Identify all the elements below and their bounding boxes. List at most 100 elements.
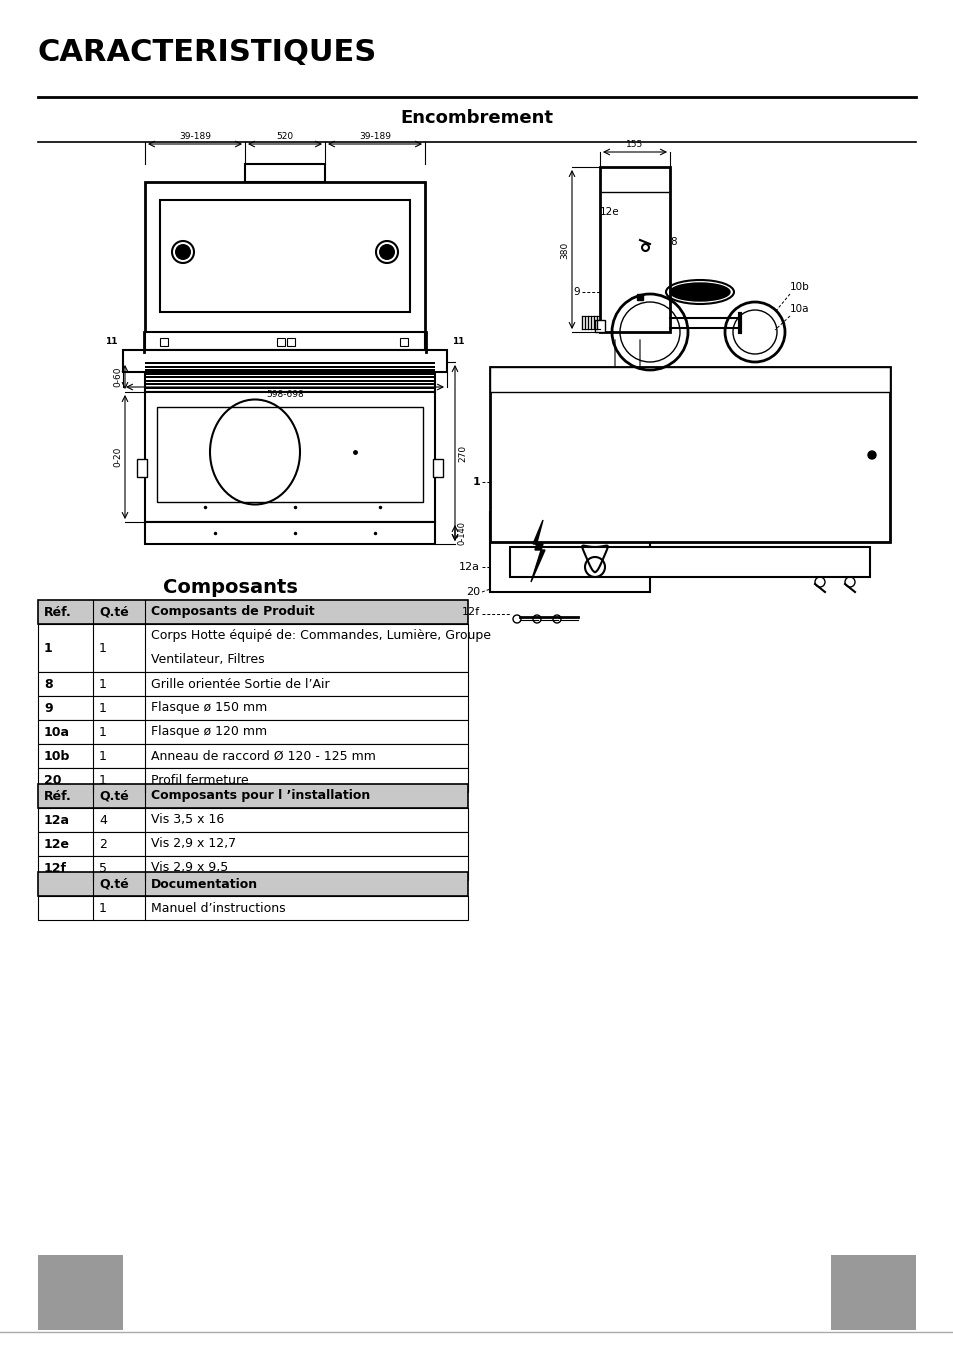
- Text: 1: 1: [99, 902, 107, 914]
- Text: 39-189: 39-189: [179, 132, 211, 141]
- Text: 8: 8: [669, 237, 676, 247]
- Text: Corps Hotte équipé de: Commandes, Lumière, Groupe: Corps Hotte équipé de: Commandes, Lumièr…: [151, 630, 491, 642]
- Text: Profil fermeture: Profil fermeture: [151, 773, 249, 787]
- Text: 12f: 12f: [44, 861, 67, 875]
- Circle shape: [867, 452, 875, 458]
- Bar: [245, 164, 325, 183]
- Bar: [145, 369, 435, 370]
- Bar: [160, 200, 410, 312]
- Bar: [38, 831, 468, 856]
- Text: 9: 9: [44, 702, 52, 714]
- Bar: [38, 696, 468, 721]
- Bar: [276, 338, 285, 346]
- Circle shape: [378, 243, 395, 260]
- Text: 10a: 10a: [44, 726, 70, 738]
- Text: Vis 2,9 x 12,7: Vis 2,9 x 12,7: [151, 837, 236, 850]
- Text: Encombrement: Encombrement: [400, 110, 553, 127]
- Bar: [490, 366, 889, 392]
- Bar: [123, 350, 447, 372]
- Text: 12f: 12f: [461, 607, 479, 617]
- Bar: [157, 407, 422, 502]
- Text: 155: 155: [626, 141, 643, 149]
- Text: 0-60: 0-60: [112, 366, 122, 387]
- Text: Anneau de raccord Ø 120 - 125 mm: Anneau de raccord Ø 120 - 125 mm: [151, 749, 375, 763]
- Text: 1: 1: [44, 641, 52, 654]
- Text: Ventilateur, Filtres: Ventilateur, Filtres: [151, 653, 264, 667]
- Bar: [433, 458, 442, 477]
- Text: 5: 5: [99, 861, 107, 875]
- Text: 20: 20: [465, 587, 479, 598]
- Text: Flasque ø 120 mm: Flasque ø 120 mm: [151, 726, 267, 738]
- Text: 450mm: 450mm: [602, 504, 645, 514]
- Text: 0-20: 0-20: [112, 446, 122, 468]
- Bar: [287, 338, 294, 346]
- Bar: [599, 168, 669, 333]
- Text: 1: 1: [99, 702, 107, 714]
- Text: 10b: 10b: [44, 749, 71, 763]
- Text: 12e: 12e: [44, 837, 70, 850]
- Bar: [145, 522, 435, 544]
- Text: 1: 1: [99, 749, 107, 763]
- Bar: [38, 672, 468, 696]
- Text: 12a: 12a: [44, 814, 70, 826]
- Bar: [38, 808, 468, 831]
- Bar: [145, 365, 435, 368]
- Text: 598-698: 598-698: [266, 389, 304, 399]
- Bar: [399, 338, 408, 346]
- Bar: [510, 548, 869, 577]
- Text: 4: 4: [99, 814, 107, 826]
- Text: Q.té: Q.té: [99, 877, 129, 891]
- Bar: [137, 458, 147, 477]
- Text: Réf.: Réf.: [44, 606, 71, 618]
- Bar: [38, 872, 468, 896]
- Text: Min.: Min.: [633, 487, 656, 498]
- Bar: [145, 373, 435, 375]
- Text: 1: 1: [472, 477, 479, 487]
- Circle shape: [174, 243, 191, 260]
- Text: 1: 1: [99, 641, 107, 654]
- Text: 650mm: 650mm: [629, 504, 672, 514]
- Text: Q.té: Q.té: [99, 606, 129, 618]
- Text: 11: 11: [106, 337, 118, 346]
- Text: 10a: 10a: [789, 304, 809, 314]
- Bar: [38, 784, 468, 808]
- Text: 12e: 12e: [599, 207, 619, 218]
- Text: 1: 1: [99, 726, 107, 738]
- Ellipse shape: [669, 283, 729, 301]
- Bar: [145, 392, 435, 522]
- Polygon shape: [531, 521, 544, 581]
- Bar: [38, 600, 468, 625]
- Bar: [145, 383, 435, 385]
- Text: Composants: Composants: [162, 579, 297, 598]
- Text: Vis 2,9 x 9,5: Vis 2,9 x 9,5: [151, 861, 228, 875]
- Bar: [38, 768, 468, 792]
- Text: Flasque ø 150 mm: Flasque ø 150 mm: [151, 702, 267, 714]
- Bar: [145, 362, 435, 364]
- Bar: [145, 380, 435, 381]
- Bar: [145, 376, 435, 379]
- Text: Documentation: Documentation: [151, 877, 258, 891]
- Text: 0-140: 0-140: [457, 521, 467, 545]
- Text: Composants pour l ’installation: Composants pour l ’installation: [151, 790, 370, 803]
- Text: CARACTERISTIQUES: CARACTERISTIQUES: [38, 38, 376, 68]
- Text: 11: 11: [452, 337, 464, 346]
- Bar: [490, 366, 889, 542]
- Text: 380: 380: [559, 242, 568, 258]
- Bar: [38, 721, 468, 744]
- Text: Q.té: Q.té: [99, 790, 129, 803]
- Text: Réf.: Réf.: [44, 790, 71, 803]
- Bar: [160, 338, 168, 346]
- Bar: [490, 512, 649, 592]
- Text: 1: 1: [99, 677, 107, 691]
- Text: 12a: 12a: [458, 562, 479, 572]
- Text: 2: 2: [99, 837, 107, 850]
- Text: 39-189: 39-189: [358, 132, 391, 141]
- Text: Manuel d’instructions: Manuel d’instructions: [151, 902, 285, 914]
- Bar: [145, 387, 435, 388]
- Text: 520: 520: [276, 132, 294, 141]
- Text: Vis 3,5 x 16: Vis 3,5 x 16: [151, 814, 224, 826]
- Bar: [38, 896, 468, 919]
- Text: 20: 20: [44, 773, 61, 787]
- Text: 1: 1: [99, 773, 107, 787]
- Bar: [38, 856, 468, 880]
